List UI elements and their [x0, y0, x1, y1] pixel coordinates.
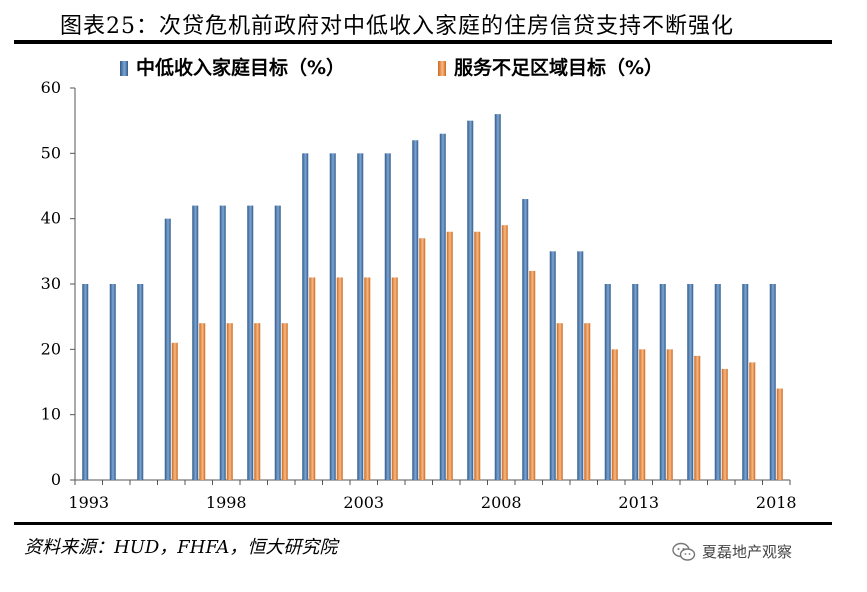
bar-underserved [226, 323, 233, 480]
bar-low-income [467, 120, 474, 481]
bar-low-income [357, 153, 364, 481]
y-tick-label: 30 [41, 274, 61, 293]
bar-underserved [639, 349, 646, 480]
bar-underserved [199, 323, 206, 480]
bottom-rule [14, 522, 832, 525]
x-tick-label: 1993 [68, 493, 109, 512]
bar-underserved [336, 277, 343, 480]
wechat-icon [672, 542, 696, 561]
bar-low-income [494, 114, 501, 480]
bar-low-income [522, 199, 529, 481]
bar-underserved [776, 388, 783, 480]
bar-underserved [446, 231, 453, 480]
bar-underserved [666, 349, 673, 480]
bar-low-income [742, 284, 749, 480]
bar-low-income [109, 284, 116, 480]
bar-underserved [254, 323, 261, 480]
bar-low-income [577, 251, 584, 480]
bar-underserved [529, 270, 536, 480]
bar-low-income [604, 284, 611, 480]
bar-underserved [419, 238, 426, 480]
bar-low-income [714, 284, 721, 480]
watermark: 夏磊地产观察 [672, 541, 792, 562]
y-tick-label: 10 [41, 405, 61, 424]
bar-low-income [632, 284, 639, 480]
bar-underserved [281, 323, 288, 480]
bar-underserved [171, 342, 178, 480]
y-tick-label: 20 [41, 339, 61, 358]
bar-chart: 0 10 20 30 40 50 60 1993 1998 2003 2008 2013 2018 中低收… [41, 56, 797, 512]
bar-underserved [721, 368, 728, 480]
bar-low-income [219, 205, 226, 480]
bar-low-income [549, 251, 556, 480]
bar-underserved [501, 225, 508, 480]
y-tick-label: 0 [51, 470, 61, 489]
bar-low-income [164, 218, 171, 480]
bar-low-income [137, 284, 144, 480]
x-tick-label: 2003 [343, 493, 384, 512]
legend-swatch [120, 61, 128, 76]
bar-low-income [687, 284, 694, 480]
y-tick-label: 60 [41, 78, 61, 97]
watermark-text: 夏磊地产观察 [702, 543, 793, 561]
bar-low-income [192, 205, 199, 480]
bar-low-income [302, 153, 309, 481]
legend-swatch [438, 61, 446, 76]
bar-underserved [309, 277, 316, 480]
bar-underserved [391, 277, 398, 480]
bar-low-income [769, 284, 776, 480]
bar-low-income [659, 284, 666, 480]
chart-title: 图表25：次贷危机前政府对中低收入家庭的住房信贷支持不断强化 [60, 14, 734, 39]
y-tick-label: 50 [41, 143, 61, 162]
bar-underserved [474, 231, 481, 480]
bar-underserved [584, 323, 591, 480]
bar-underserved [694, 355, 701, 480]
top-rule [14, 40, 832, 44]
x-tick-label: 2013 [618, 493, 659, 512]
x-tick-label: 1998 [206, 493, 247, 512]
bar-underserved [364, 277, 371, 480]
x-tick-label: 2008 [481, 493, 522, 512]
y-tick-label: 40 [41, 209, 61, 228]
bar-low-income [439, 133, 446, 480]
x-tick-label: 2018 [756, 493, 797, 512]
bar-low-income [384, 153, 391, 481]
legend-label: 服务不足区域目标（%） [454, 56, 663, 79]
bar-underserved [749, 362, 756, 480]
bar-low-income [247, 205, 254, 480]
bar-underserved [611, 349, 618, 480]
legend-label: 中低收入家庭目标（%） [136, 56, 345, 79]
source-note: 资料来源：HUD，FHFA，恒大研究院 [24, 537, 338, 558]
bar-underserved [556, 323, 563, 480]
bar-low-income [412, 140, 419, 480]
bar-low-income [274, 205, 281, 480]
bar-low-income [329, 153, 336, 481]
bar-low-income [82, 284, 89, 480]
